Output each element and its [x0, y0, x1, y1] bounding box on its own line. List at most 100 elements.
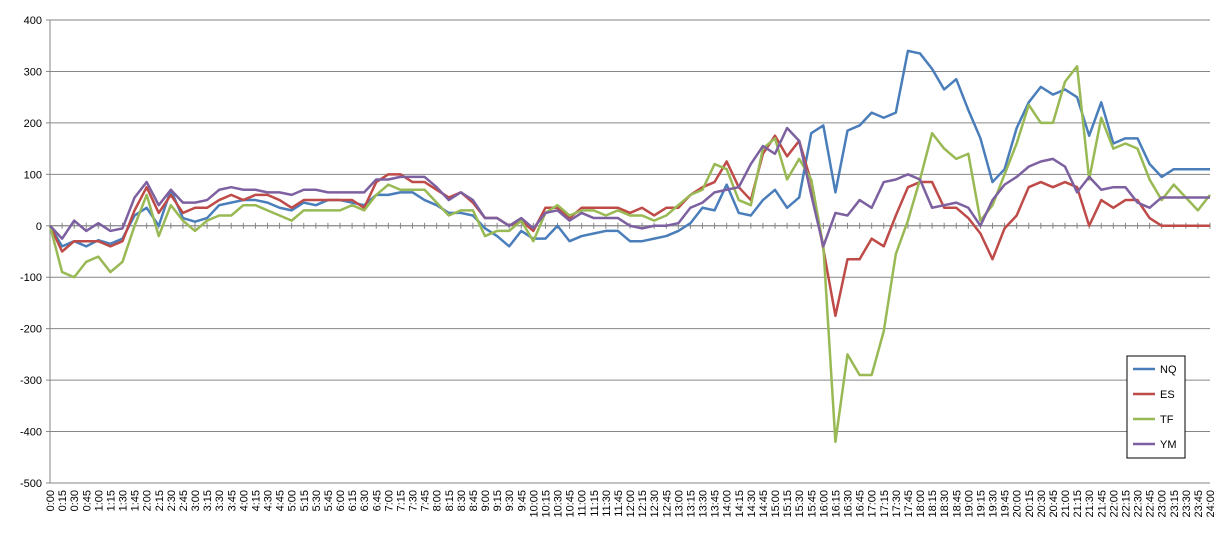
series-line [48, 134, 1210, 318]
x-tick-label: 7:00 [383, 490, 395, 511]
series-line [49, 126, 1210, 248]
x-tick-label: 18:15 [927, 490, 939, 518]
x-tick-label: 15:00 [770, 490, 782, 518]
x-tick-label: 7:15 [395, 490, 407, 511]
x-tick-label: 18:00 [915, 490, 927, 518]
x-tick-label: 17:00 [867, 490, 879, 518]
x-tick-label: 7:45 [420, 490, 432, 511]
x-tick-label: 10:15 [540, 490, 552, 518]
x-tick-label: 14:15 [734, 490, 746, 518]
x-tick-label: 19:15 [975, 490, 987, 518]
x-tick-label: 5:15 [299, 490, 311, 511]
x-tick-label: 11:45 [613, 490, 625, 517]
x-tick-label: 23:00 [1157, 490, 1169, 518]
x-tick-label: 4:30 [263, 490, 275, 511]
x-tick-label: 19:30 [988, 490, 1000, 518]
x-tick-label: 20:00 [1012, 490, 1024, 518]
x-tick-label: 22:45 [1145, 490, 1157, 518]
x-tick-label: 22:15 [1120, 490, 1132, 518]
x-tick-label: 5:00 [287, 490, 299, 511]
x-tick-label: 12:45 [661, 490, 673, 518]
x-tick-label: 24:00 [1205, 490, 1217, 518]
legend-label: YM [1160, 439, 1177, 451]
x-tick-label: 21:00 [1060, 490, 1072, 518]
x-tick-label: 21:30 [1084, 490, 1096, 518]
x-tick-label: 3:00 [190, 490, 202, 511]
y-tick-label: 100 [24, 169, 42, 181]
y-tick-label: 0 [36, 221, 42, 233]
y-tick-label: 300 [24, 66, 42, 78]
x-tick-label: 13:45 [710, 490, 722, 518]
x-tick-label: 13:00 [673, 490, 685, 518]
x-tick-label: 2:30 [166, 490, 178, 511]
legend-label: TF [1160, 414, 1174, 426]
x-tick-label: 4:45 [275, 490, 287, 511]
x-tick-label: 14:45 [758, 490, 770, 518]
x-tick-label: 3:45 [226, 490, 238, 511]
x-tick-label: 18:45 [951, 490, 963, 518]
y-tick-label: 400 [24, 15, 42, 27]
x-tick-label: 13:15 [685, 490, 697, 518]
x-tick-label: 18:30 [939, 490, 951, 518]
legend-label: NQ [1160, 364, 1177, 376]
x-tick-label: 23:30 [1181, 490, 1193, 518]
x-tick-label: 0:00 [45, 490, 57, 511]
x-tick-label: 8:45 [468, 490, 480, 511]
x-tick-label: 8:15 [444, 490, 456, 511]
x-tick-label: 3:30 [214, 490, 226, 511]
x-tick-label: 6:30 [359, 490, 371, 511]
x-tick-label: 9:45 [516, 490, 528, 511]
x-tick-label: 10:00 [528, 490, 540, 518]
x-tick-label: 21:15 [1072, 490, 1084, 518]
x-tick-label: 15:30 [794, 490, 806, 518]
y-tick-label: 200 [24, 118, 42, 130]
y-tick-label: -100 [20, 272, 42, 284]
x-tick-label: 8:00 [432, 490, 444, 511]
legend-label: ES [1160, 389, 1175, 401]
x-tick-label: 9:15 [492, 490, 504, 511]
x-tick-label: 6:00 [335, 490, 347, 511]
x-tick-label: 6:15 [347, 490, 359, 511]
x-tick-label: 14:00 [722, 490, 734, 518]
y-tick-label: -400 [20, 427, 42, 439]
x-tick-label: 11:30 [601, 490, 613, 517]
x-tick-label: 5:30 [311, 490, 323, 511]
x-tick-label: 21:45 [1096, 490, 1108, 518]
x-tick-label: 1:15 [105, 490, 117, 511]
x-tick-label: 10:45 [565, 490, 577, 518]
x-tick-label: 17:30 [891, 490, 903, 518]
x-tick-label: 9:00 [480, 490, 492, 511]
x-tick-label: 23:45 [1193, 490, 1205, 518]
x-tick-label: 5:45 [323, 490, 335, 511]
x-tick-label: 15:15 [782, 490, 794, 518]
y-tick-label: -500 [20, 478, 42, 490]
x-tick-label: 9:30 [504, 490, 516, 511]
x-tick-label: 7:30 [408, 490, 420, 511]
x-tick-label: 6:45 [371, 490, 383, 511]
x-tick-label: 19:00 [963, 490, 975, 518]
x-tick-label: 11:15 [589, 490, 601, 517]
x-tick-label: 20:45 [1048, 490, 1060, 518]
x-tick-label: 16:00 [818, 490, 830, 518]
x-tick-label: 17:15 [879, 490, 891, 518]
y-tick-label: -300 [20, 375, 42, 387]
x-tick-label: 2:15 [154, 490, 166, 511]
x-tick-label: 22:00 [1108, 490, 1120, 518]
x-tick-label: 0:30 [69, 490, 81, 511]
x-tick-label: 12:30 [649, 490, 661, 518]
x-tick-label: 20:30 [1036, 490, 1048, 518]
x-tick-label: 16:15 [830, 490, 842, 518]
x-tick-label: 0:15 [57, 490, 69, 511]
x-tick-label: 1:30 [118, 490, 130, 511]
x-tick-label: 12:15 [637, 490, 649, 518]
x-tick-label: 19:45 [1000, 490, 1012, 518]
x-tick-label: 3:15 [202, 490, 214, 511]
series-line [48, 65, 1211, 444]
x-tick-label: 20:15 [1024, 490, 1036, 518]
x-tick-label: 13:30 [698, 490, 710, 518]
x-tick-label: 1:45 [130, 490, 142, 511]
x-tick-label: 2:00 [142, 490, 154, 511]
x-tick-label: 14:30 [746, 490, 758, 518]
